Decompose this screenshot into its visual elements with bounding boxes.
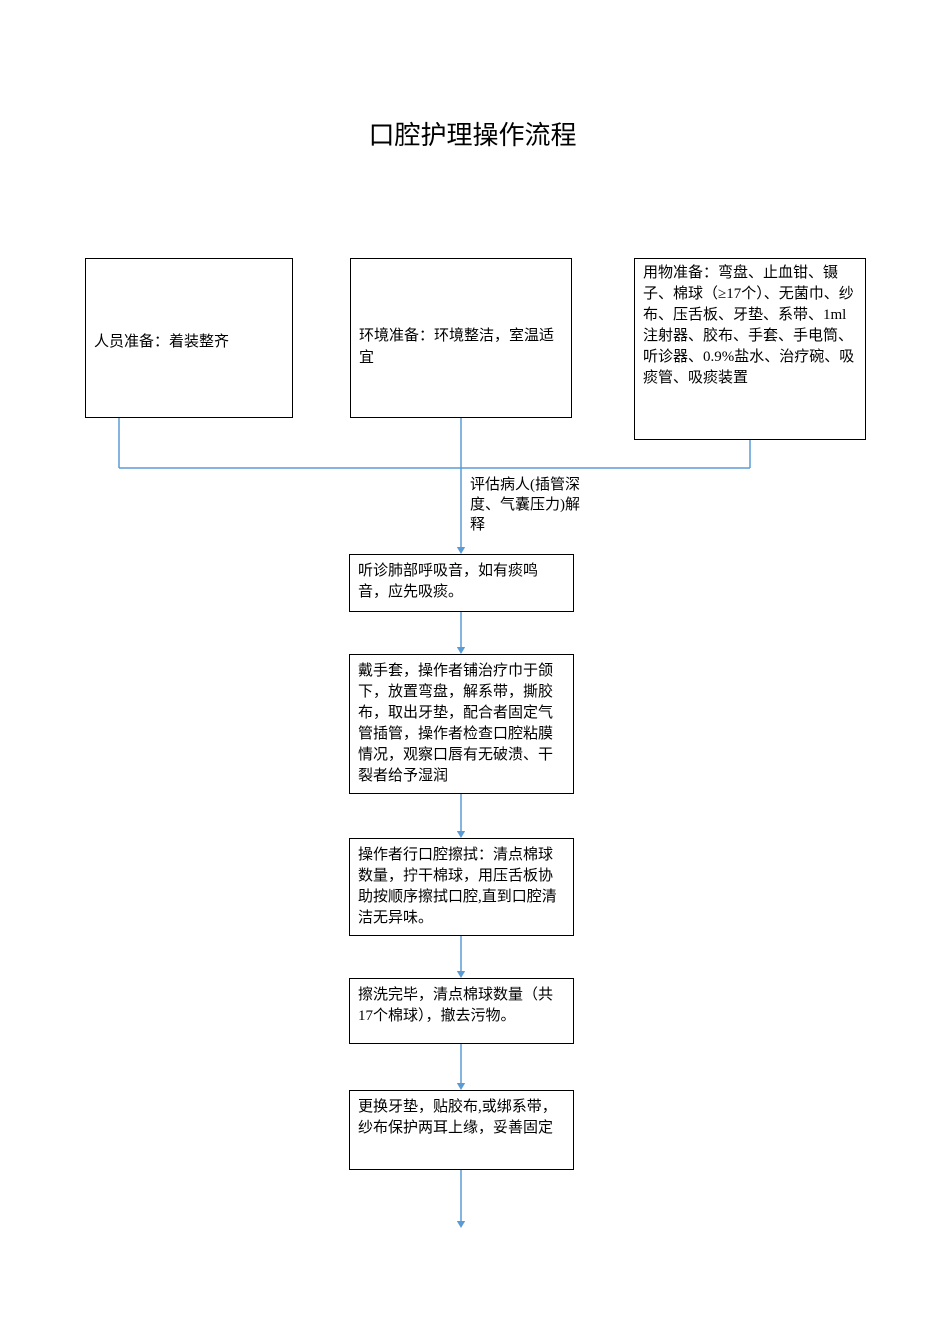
page-canvas: 口腔护理操作流程 人员准备：着装整齐 环境准备：环境整洁，室温适宜 用物准备：弯… [0,0,945,1337]
flow-connectors [0,0,945,1337]
